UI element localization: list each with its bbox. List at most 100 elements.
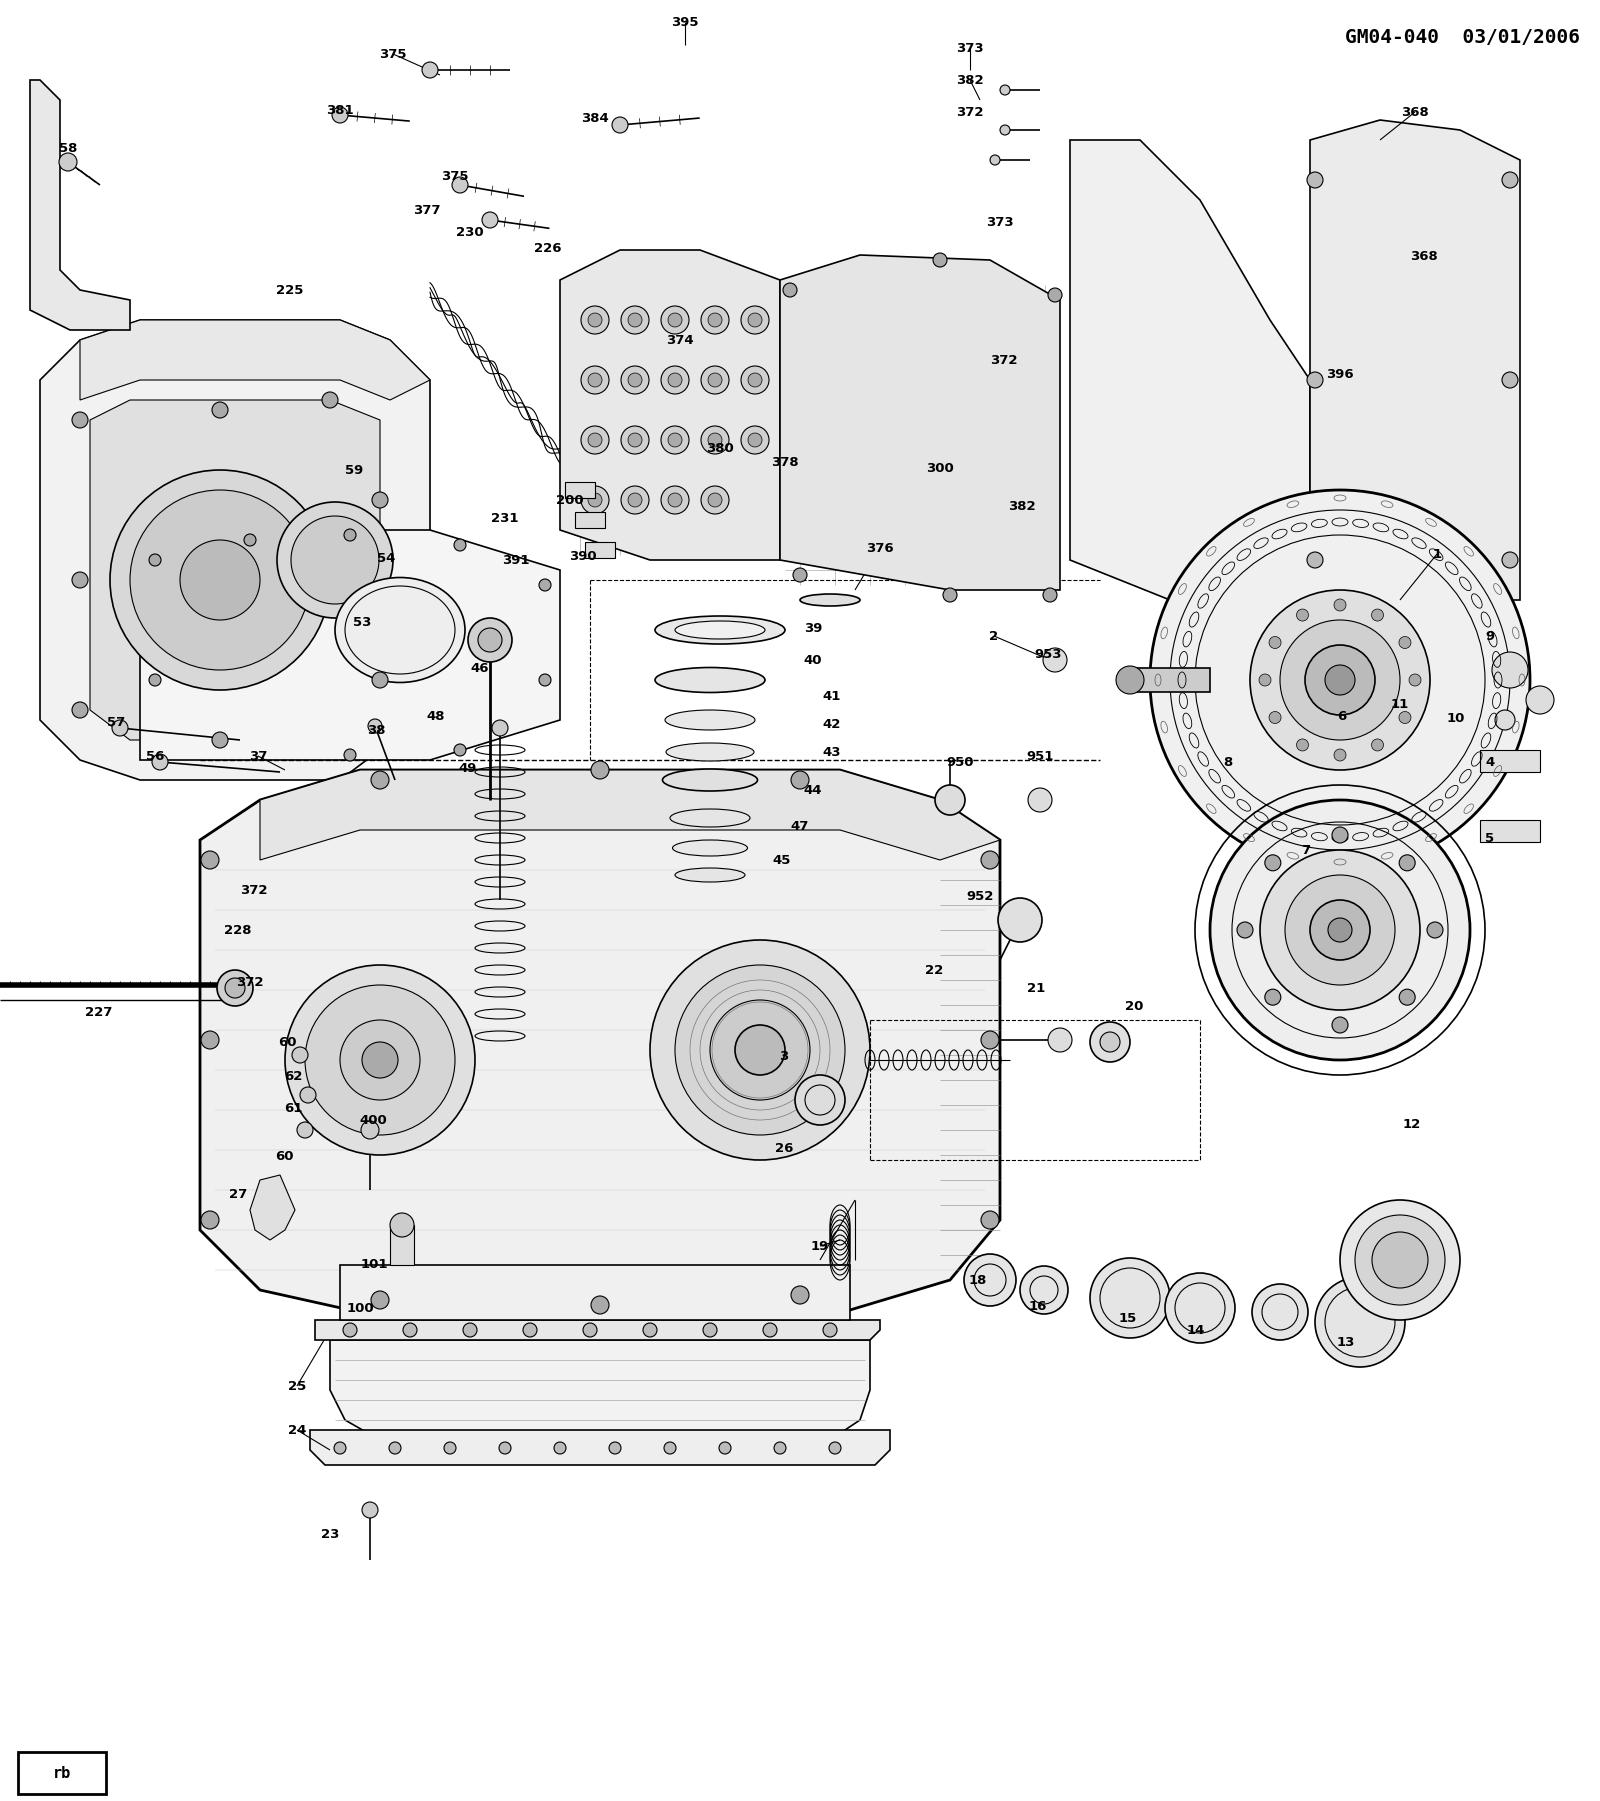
Ellipse shape	[334, 578, 466, 683]
Circle shape	[72, 573, 88, 587]
Text: 228: 228	[224, 924, 251, 937]
Circle shape	[661, 427, 690, 454]
Circle shape	[981, 852, 998, 870]
Circle shape	[1526, 686, 1554, 713]
Circle shape	[1090, 1259, 1170, 1338]
Circle shape	[462, 1324, 477, 1336]
Circle shape	[59, 153, 77, 171]
Text: 101: 101	[360, 1257, 387, 1270]
Circle shape	[1427, 922, 1443, 938]
Text: 11: 11	[1390, 697, 1410, 711]
Circle shape	[371, 1291, 389, 1309]
Text: 14: 14	[1187, 1324, 1205, 1336]
Circle shape	[523, 1324, 538, 1336]
Polygon shape	[250, 1174, 294, 1241]
Bar	[1480, 749, 1539, 773]
Circle shape	[1341, 1199, 1459, 1320]
Circle shape	[627, 493, 642, 508]
Ellipse shape	[654, 668, 765, 693]
Circle shape	[621, 306, 650, 333]
Text: 60: 60	[275, 1149, 293, 1162]
Circle shape	[664, 1443, 675, 1453]
Circle shape	[707, 432, 722, 447]
Circle shape	[1027, 789, 1053, 812]
Circle shape	[339, 1019, 419, 1100]
Polygon shape	[315, 1320, 880, 1340]
Circle shape	[298, 1122, 314, 1138]
Circle shape	[112, 720, 128, 737]
Circle shape	[1491, 652, 1528, 688]
Text: 40: 40	[803, 654, 822, 666]
Text: GM04-040  03/01/2006: GM04-040 03/01/2006	[1346, 29, 1581, 47]
Circle shape	[72, 702, 88, 719]
Text: 382: 382	[957, 74, 984, 86]
Circle shape	[467, 618, 512, 663]
Circle shape	[589, 432, 602, 447]
Bar	[1130, 668, 1210, 692]
Text: 952: 952	[966, 890, 994, 902]
Circle shape	[643, 1324, 658, 1336]
Circle shape	[749, 432, 762, 447]
Circle shape	[1355, 1216, 1445, 1306]
Circle shape	[1398, 636, 1411, 648]
Text: 384: 384	[581, 112, 610, 124]
Text: 226: 226	[534, 241, 562, 254]
Circle shape	[149, 555, 162, 566]
Circle shape	[611, 117, 627, 133]
Text: 62: 62	[283, 1070, 302, 1082]
Text: 46: 46	[470, 661, 490, 675]
Polygon shape	[310, 1430, 890, 1464]
Circle shape	[1334, 749, 1346, 762]
Ellipse shape	[800, 594, 861, 605]
Text: 200: 200	[557, 493, 584, 506]
Text: 39: 39	[803, 621, 822, 634]
Circle shape	[333, 106, 349, 122]
Circle shape	[1266, 989, 1282, 1005]
Text: 372: 372	[957, 106, 984, 119]
Circle shape	[1237, 922, 1253, 938]
Circle shape	[963, 1253, 1016, 1306]
Text: 16: 16	[1029, 1300, 1046, 1313]
Text: 375: 375	[442, 169, 469, 182]
Circle shape	[621, 427, 650, 454]
Text: 381: 381	[326, 103, 354, 117]
Bar	[586, 542, 614, 558]
Circle shape	[277, 502, 394, 618]
Circle shape	[149, 674, 162, 686]
Text: 37: 37	[250, 749, 267, 762]
Circle shape	[362, 1120, 379, 1138]
Circle shape	[669, 313, 682, 328]
Text: 100: 100	[346, 1302, 374, 1315]
Circle shape	[790, 1286, 810, 1304]
Circle shape	[934, 785, 965, 816]
Polygon shape	[30, 79, 130, 330]
Polygon shape	[40, 321, 430, 780]
Circle shape	[226, 978, 245, 998]
Circle shape	[499, 1443, 510, 1453]
Circle shape	[981, 1210, 998, 1228]
Circle shape	[445, 1443, 456, 1453]
Circle shape	[1150, 490, 1530, 870]
Text: 15: 15	[1118, 1311, 1138, 1324]
Ellipse shape	[662, 769, 757, 791]
Circle shape	[741, 427, 770, 454]
Circle shape	[669, 493, 682, 508]
Circle shape	[243, 535, 256, 546]
Text: 373: 373	[986, 216, 1014, 229]
Text: 951: 951	[1026, 749, 1054, 762]
Circle shape	[610, 1443, 621, 1453]
Text: 950: 950	[946, 755, 974, 769]
Circle shape	[581, 366, 610, 394]
Circle shape	[707, 313, 722, 328]
Circle shape	[701, 427, 730, 454]
Circle shape	[368, 719, 382, 733]
Polygon shape	[259, 771, 1000, 861]
Circle shape	[627, 373, 642, 387]
Text: 26: 26	[774, 1142, 794, 1154]
Circle shape	[795, 1075, 845, 1126]
Circle shape	[371, 672, 387, 688]
Circle shape	[453, 176, 467, 193]
Circle shape	[493, 720, 509, 737]
Circle shape	[1250, 591, 1430, 771]
Text: 58: 58	[59, 142, 77, 155]
